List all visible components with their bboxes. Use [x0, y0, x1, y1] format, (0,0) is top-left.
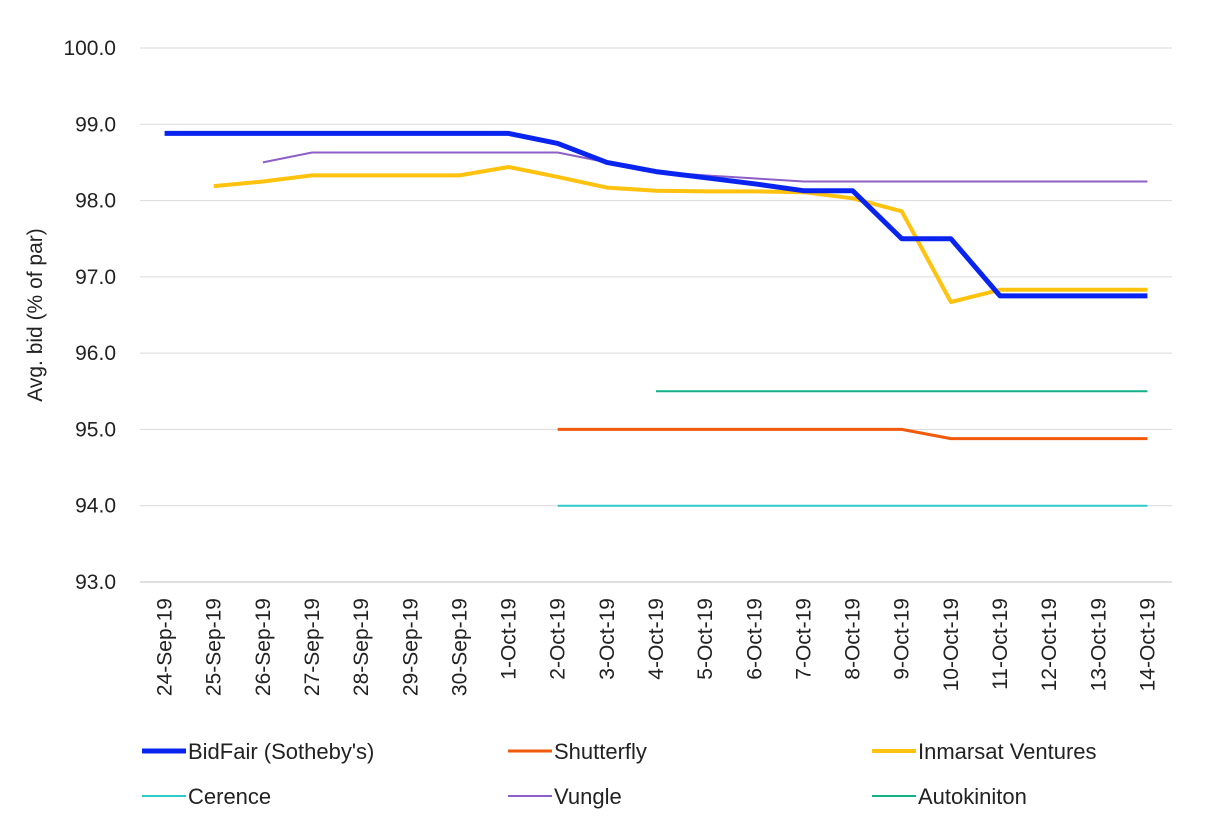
x-tick-label: 27-Sep-19: [301, 598, 324, 696]
x-tick-label: 29-Sep-19: [399, 598, 422, 696]
x-axis: 24-Sep-19 25-Sep-19 26-Sep-19 27-Sep-19 28-S…: [140, 581, 1172, 696]
x-tick-label: 4-Oct-19: [645, 598, 668, 680]
y-axis-title: Avg. bid (% of par): [24, 228, 47, 402]
x-tick-label: 6-Oct-19: [743, 598, 766, 680]
x-tick-label: 28-Sep-19: [350, 598, 373, 696]
y-tick-label: 95.0: [75, 418, 116, 441]
legend-label: BidFair (Sotheby's): [188, 739, 374, 764]
y-tick-label: 99.0: [75, 113, 116, 136]
y-tick-label: 97.0: [75, 266, 116, 289]
series-line-0: [164, 130, 1148, 299]
series-lines: [164, 130, 1148, 507]
legend-label: Shutterfly: [554, 739, 647, 764]
gridlines: [140, 47, 1172, 583]
y-tick-label: 93.0: [75, 571, 116, 594]
legend-label: Inmarsat Ventures: [918, 739, 1097, 764]
x-tick-label: 1-Oct-19: [498, 598, 521, 680]
x-tick-label: 7-Oct-19: [792, 598, 815, 680]
x-tick-label: 13-Oct-19: [1087, 598, 1110, 691]
x-tick-label: 25-Sep-19: [203, 598, 226, 696]
y-tick-label: 94.0: [75, 495, 116, 518]
series-line-1: [557, 427, 1148, 441]
y-tick-label: 96.0: [75, 342, 116, 365]
y-tick-label: 100.0: [63, 37, 116, 60]
legend: BidFair (Sotheby's) Shutterfly Inmarsat Ve…: [142, 739, 1097, 809]
legend-label: Cerence: [188, 784, 271, 809]
x-tick-label: 3-Oct-19: [596, 598, 619, 680]
x-tick-label: 24-Sep-19: [154, 598, 177, 696]
x-tick-label: 12-Oct-19: [1038, 598, 1061, 691]
y-tick-label: 98.0: [75, 190, 116, 213]
legend-label: Autokiniton: [918, 784, 1027, 809]
x-tick-label: 10-Oct-19: [940, 598, 963, 691]
x-tick-label: 9-Oct-19: [891, 598, 914, 680]
series-line-2: [213, 165, 1148, 304]
x-tick-label: 26-Sep-19: [252, 598, 275, 696]
legend-label: Vungle: [554, 784, 622, 809]
x-tick-label: 5-Oct-19: [694, 598, 717, 680]
x-tick-label: 30-Sep-19: [448, 598, 471, 696]
x-tick-label: 8-Oct-19: [842, 598, 865, 680]
x-tick-label: 2-Oct-19: [547, 598, 570, 680]
x-tick-label: 11-Oct-19: [989, 598, 1012, 690]
y-axis-ticks: 93.0 94.0 95.0 96.0 97.0 98.0 99.0 100.0: [63, 37, 116, 594]
x-tick-label: 14-Oct-19: [1136, 598, 1159, 691]
